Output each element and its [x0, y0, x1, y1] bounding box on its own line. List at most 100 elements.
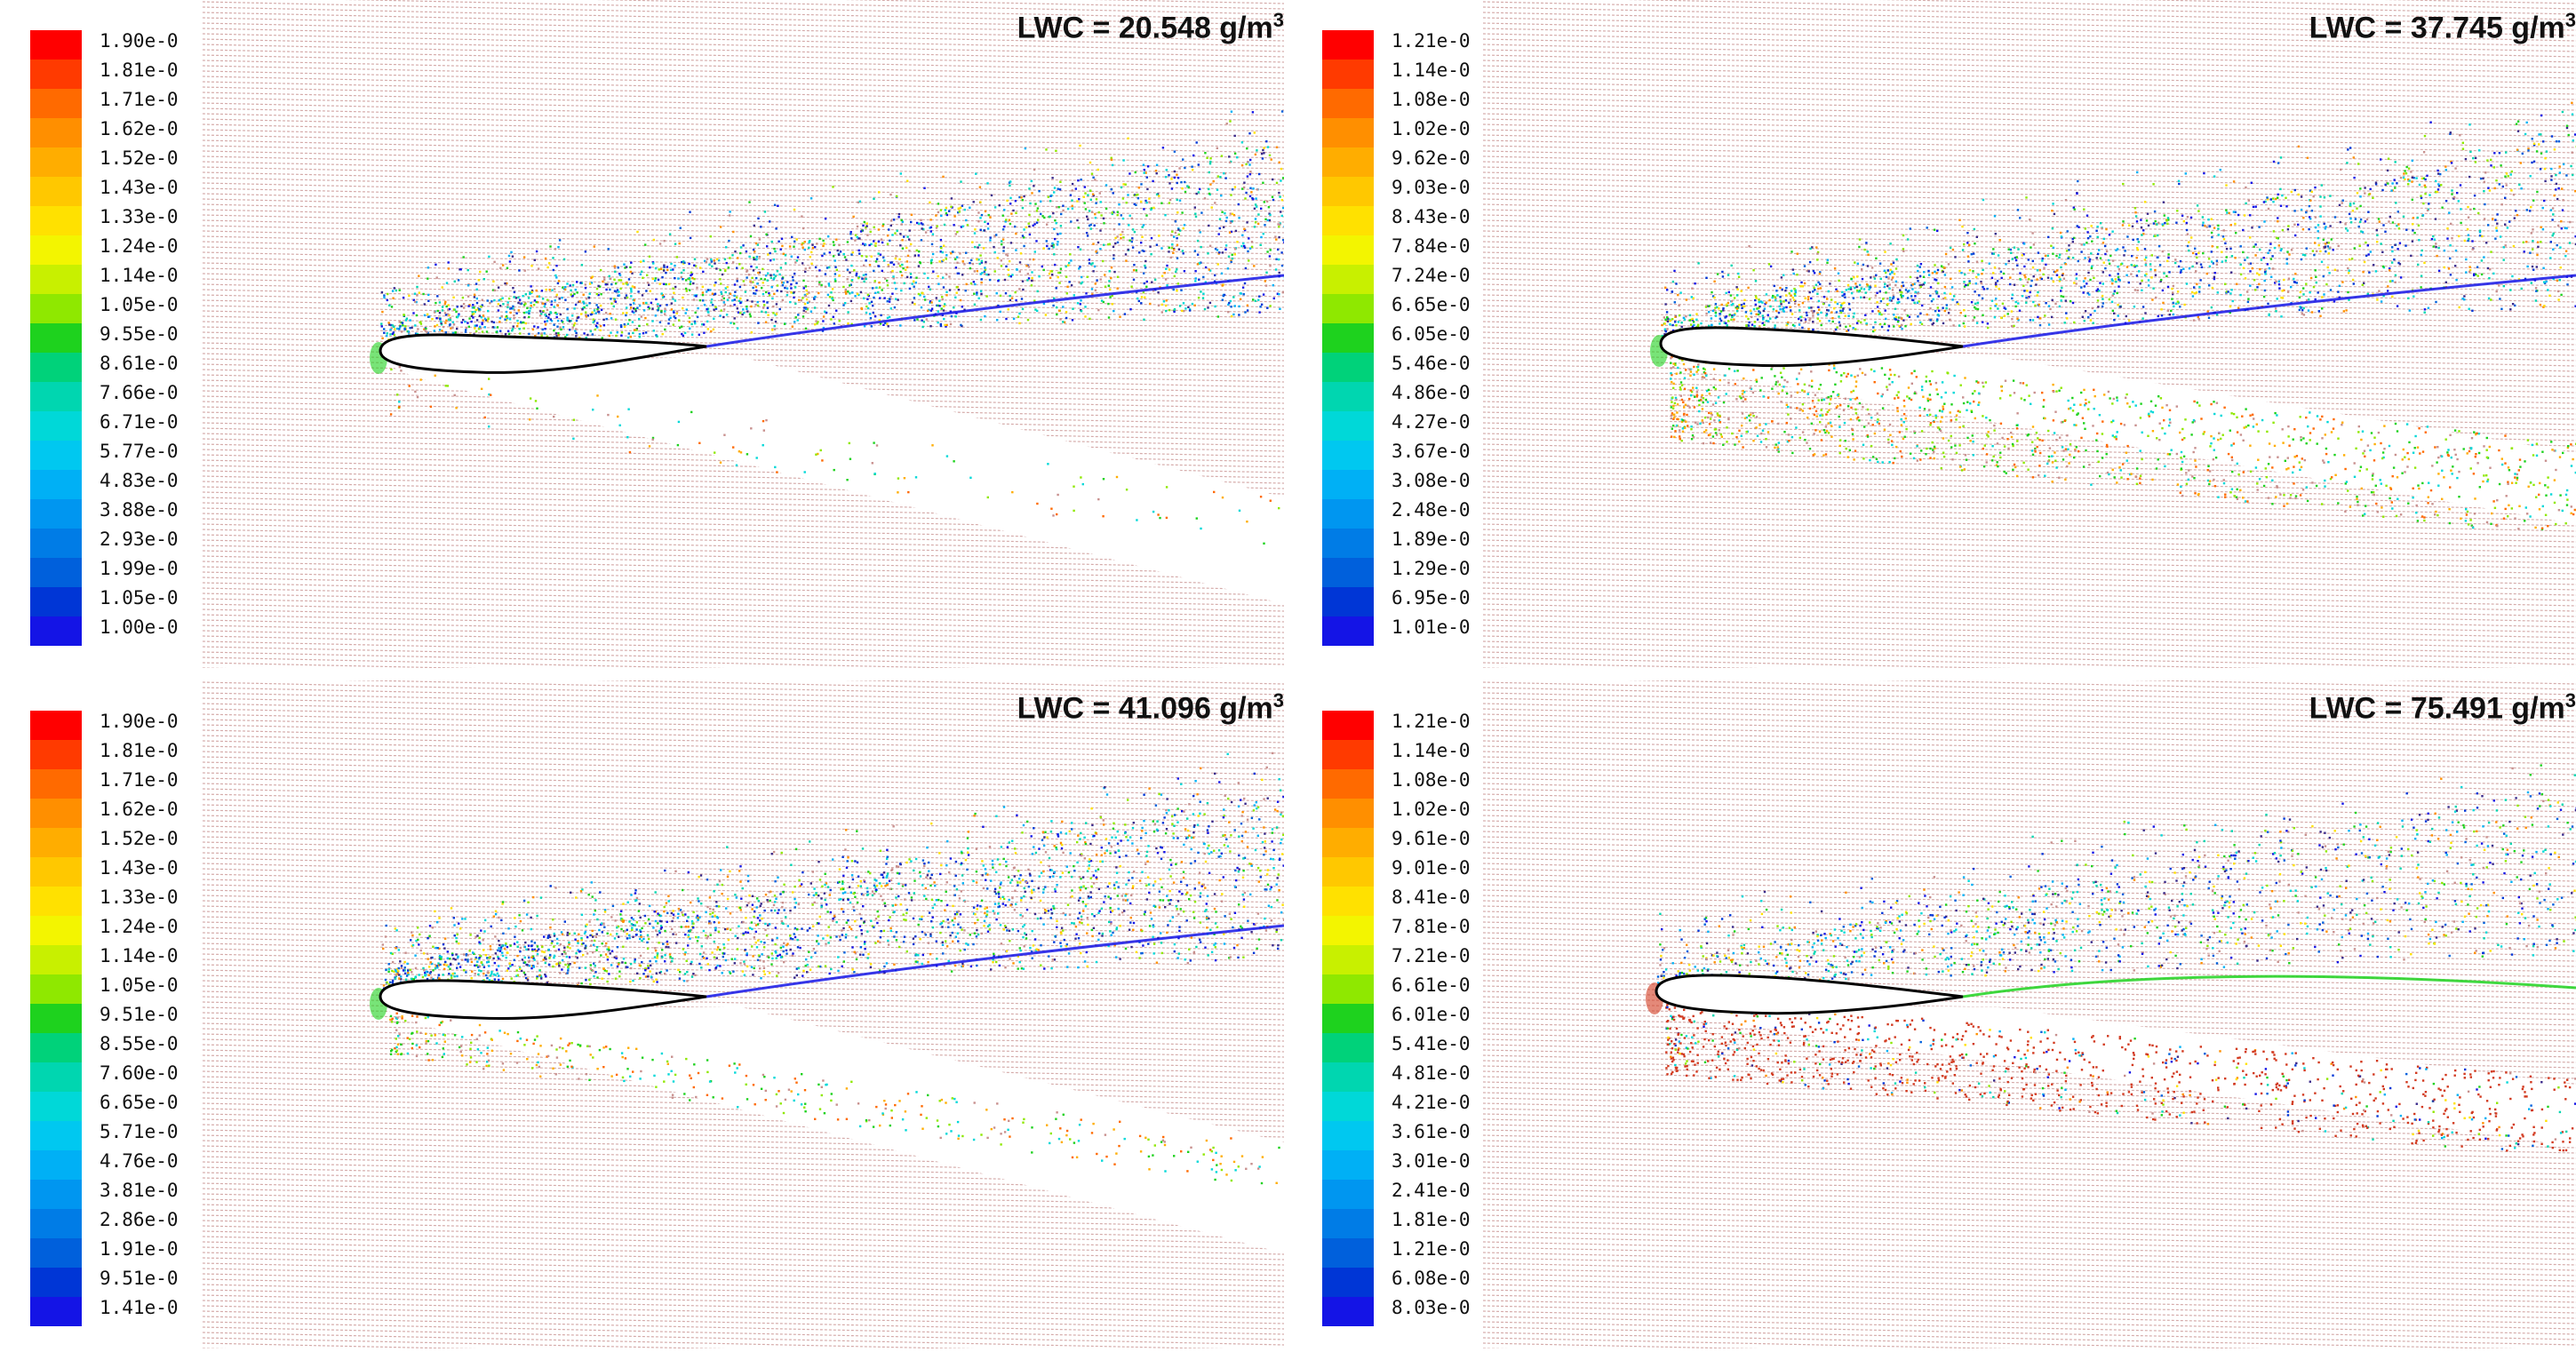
- colorbar: 1.90e-0 1.81e-0 1.71e-0 1.62e-0 1.52e-0 1.43e…: [30, 30, 179, 652]
- colorbar-swatch: [1322, 1033, 1374, 1062]
- colorbar-swatch: [30, 147, 82, 177]
- colorbar-swatch: [30, 1092, 82, 1121]
- colorbar-tick-label: 1.21e-0: [1392, 711, 1471, 732]
- colorbar-swatch: [1322, 828, 1374, 857]
- colorbar-tick-label: 1.71e-0: [100, 769, 179, 791]
- panel-top-left: 1.90e-0 1.81e-0 1.71e-0 1.62e-0 1.52e-0 1.43e…: [0, 0, 1284, 668]
- colorbar-tick-label: 6.65e-0: [1392, 294, 1471, 315]
- colorbar-tick-label: 1.02e-0: [1392, 799, 1471, 820]
- colorbar-swatch: [1322, 857, 1374, 887]
- colorbar-swatch: [1322, 1092, 1374, 1121]
- colorbar-swatch: [30, 1180, 82, 1209]
- colorbar-tick-label: 7.21e-0: [1392, 945, 1471, 966]
- colorbar-swatch: [30, 177, 82, 206]
- colorbar-tick-label: 1.90e-0: [100, 30, 179, 52]
- colorbar-tick-label: 5.46e-0: [1392, 353, 1471, 374]
- colorbar-tick-label: 7.84e-0: [1392, 235, 1471, 257]
- colorbar-tick-label: 1.29e-0: [1392, 558, 1471, 579]
- colorbar-tick-label: 8.55e-0: [100, 1033, 179, 1054]
- colorbar-tick-label: 4.83e-0: [100, 470, 179, 491]
- colorbar-tick-label: 1.43e-0: [100, 857, 179, 879]
- colorbar-tick-label: 1.14e-0: [100, 945, 179, 966]
- colorbar-tick-label: 7.60e-0: [100, 1062, 179, 1084]
- colorbar-tick-label: 2.41e-0: [1392, 1180, 1471, 1201]
- colorbar-swatch: [30, 828, 82, 857]
- colorbar-tick-label: 6.71e-0: [100, 411, 179, 433]
- colorbar-tick-label: 6.61e-0: [1392, 974, 1471, 996]
- colorbar-swatch: [30, 294, 82, 323]
- colorbar-tick-label: 1.05e-0: [100, 974, 179, 996]
- panel-bottom-left: 1.90e-0 1.81e-0 1.71e-0 1.62e-0 1.52e-0 1.43e…: [0, 680, 1284, 1348]
- colorbar-tick-label: 1.05e-0: [100, 294, 179, 315]
- colorbar-tick-label: 2.93e-0: [100, 529, 179, 550]
- colorbar-tick-label: 4.81e-0: [1392, 1062, 1471, 1084]
- colorbar-swatch: [30, 740, 82, 769]
- colorbar-tick-label: 1.01e-0: [1392, 616, 1471, 638]
- colorbar-tick-label: 1.08e-0: [1392, 769, 1471, 791]
- colorbar-tick-label: 1.21e-0: [1392, 30, 1471, 52]
- colorbar-swatch: [30, 587, 82, 616]
- colorbar-tick-label: 8.41e-0: [1392, 887, 1471, 908]
- particle-field-plot: [1482, 680, 2576, 1348]
- colorbar-swatch: [30, 1004, 82, 1033]
- colorbar-swatch: [1322, 499, 1374, 529]
- colorbar-tick-label: 1.14e-0: [1392, 60, 1471, 81]
- colorbar-swatch: [30, 118, 82, 147]
- colorbar: 1.21e-0 1.14e-0 1.08e-0 1.02e-0 9.62e-0 9.03e…: [1322, 30, 1471, 652]
- colorbar-tick-label: 1.00e-0: [100, 616, 179, 638]
- colorbar-swatch: [30, 499, 82, 529]
- colorbar-swatch: [30, 470, 82, 499]
- panel-bottom-right: 1.21e-0 1.14e-0 1.08e-0 1.02e-0 9.61e-0 9.01e…: [1292, 680, 2576, 1348]
- colorbar-tick-label: 1.91e-0: [100, 1238, 179, 1260]
- colorbar-tick-label: 7.66e-0: [100, 382, 179, 403]
- colorbar-tick-label: 3.67e-0: [1392, 441, 1471, 462]
- colorbar: 1.90e-0 1.81e-0 1.71e-0 1.62e-0 1.52e-0 1.43e…: [30, 711, 179, 1332]
- colorbar-swatch: [30, 558, 82, 587]
- colorbar-swatch: [1322, 1121, 1374, 1150]
- colorbar-swatch: [30, 30, 82, 60]
- colorbar-tick-label: 1.81e-0: [100, 60, 179, 81]
- colorbar-tick-label: 3.61e-0: [1392, 1121, 1471, 1142]
- colorbar-swatch: [1322, 177, 1374, 206]
- colorbar-swatch: [30, 799, 82, 828]
- colorbar-tick-label: 1.41e-0: [100, 1297, 179, 1318]
- colorbar-swatch: [1322, 441, 1374, 470]
- airfoil: [1659, 326, 1964, 368]
- lwc-title: LWC = 20.548 g/m3: [1017, 9, 1284, 45]
- colorbar-tick-label: 1.33e-0: [100, 206, 179, 227]
- colorbar-swatch: [30, 1033, 82, 1062]
- wake-streak: [1962, 974, 2576, 998]
- colorbar-swatch: [30, 887, 82, 916]
- particle-field-plot: [202, 680, 1284, 1348]
- colorbar-tick-label: 8.61e-0: [100, 353, 179, 374]
- velocity-vector-hatch: [1482, 0, 2576, 668]
- colorbar-swatch: [1322, 1180, 1374, 1209]
- colorbar-swatch: [1322, 382, 1374, 411]
- colorbar-tick-label: 7.24e-0: [1392, 265, 1471, 286]
- colorbar-swatch: [1322, 323, 1374, 353]
- colorbar-swatch: [30, 235, 82, 265]
- droplet-shadow-zone: [380, 1007, 1284, 1253]
- colorbar-swatch: [30, 1238, 82, 1268]
- wake-streak: [706, 924, 1284, 998]
- colorbar-swatch: [1322, 887, 1374, 916]
- colorbar-tick-label: 1.02e-0: [1392, 118, 1471, 139]
- colorbar-tick-label: 3.08e-0: [1392, 470, 1471, 491]
- colorbar-swatch: [1322, 147, 1374, 177]
- colorbar-tick-label: 4.76e-0: [100, 1150, 179, 1172]
- colorbar-tick-label: 1.05e-0: [100, 587, 179, 608]
- velocity-vector-hatch: [202, 0, 1284, 668]
- lwc-title: LWC = 37.745 g/m3: [2309, 9, 2576, 45]
- droplet-shadow-zone: [1661, 354, 2576, 524]
- colorbar-tick-label: 3.81e-0: [100, 1180, 179, 1201]
- colorbar-swatch: [1322, 616, 1374, 646]
- colorbar-swatch: [1322, 1062, 1374, 1092]
- colorbar-tick-label: 9.62e-0: [1392, 147, 1471, 169]
- colorbar-swatch: [1322, 30, 1374, 60]
- droplet-shadow-zone: [1656, 1002, 2576, 1147]
- colorbar-swatch: [30, 529, 82, 558]
- wake-streak: [1962, 274, 2576, 348]
- colorbar-swatch: [30, 1268, 82, 1297]
- colorbar-swatch: [30, 616, 82, 646]
- colorbar-tick-label: 9.01e-0: [1392, 857, 1471, 879]
